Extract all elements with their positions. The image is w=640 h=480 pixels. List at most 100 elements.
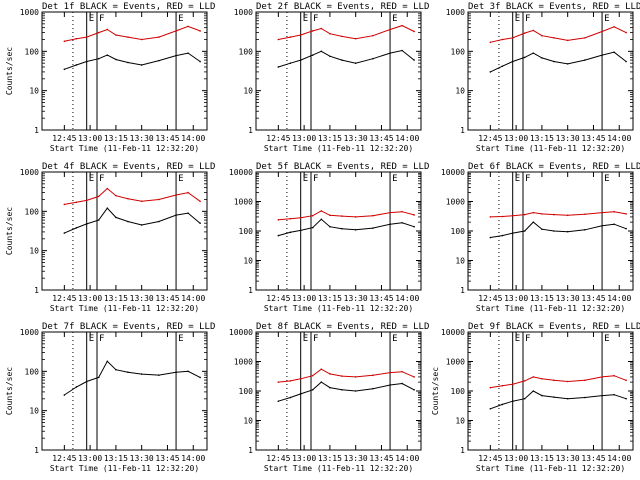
y-tick-label: 100 [239, 227, 254, 236]
data-point [601, 211, 603, 214]
x-tick-label: 13:30 [344, 454, 368, 463]
data-point [372, 387, 374, 390]
x-tick-label: 12:45 [52, 134, 76, 143]
data-point [158, 198, 160, 201]
data-point [311, 226, 314, 229]
data-point [625, 213, 627, 215]
data-point [401, 24, 403, 27]
plot-frame [467, 171, 634, 291]
data-point [277, 234, 280, 237]
data-point [140, 200, 143, 203]
event-marker-label: F [99, 334, 104, 344]
data-point [63, 203, 66, 206]
data-point [175, 214, 177, 216]
event-marker-label: E [392, 14, 397, 24]
x-tick-label: 14:00 [395, 294, 419, 303]
data-point [511, 232, 514, 234]
data-point [613, 51, 615, 54]
x-axis-label: Start Time (11-Feb-11 12:32:20) [50, 144, 199, 153]
lld-series-line [64, 25, 201, 42]
event-marker-label: E [178, 334, 183, 344]
data-point [199, 376, 201, 379]
x-tick-label: 13:15 [530, 294, 554, 303]
data-point [401, 382, 403, 385]
data-point [354, 390, 357, 392]
data-point [489, 216, 492, 218]
data-point [625, 31, 627, 34]
data-point [329, 373, 331, 375]
data-point [299, 217, 302, 219]
data-point [354, 376, 357, 378]
data-point [372, 227, 374, 229]
event-marker-label: E [89, 334, 94, 344]
x-tick-label: 12:45 [266, 294, 290, 303]
x-tick-label: 12:45 [52, 294, 76, 303]
data-point [187, 212, 189, 214]
data-point [389, 384, 391, 386]
data-point [289, 36, 292, 38]
data-point [289, 396, 292, 399]
data-point [566, 63, 569, 65]
data-point [127, 61, 129, 64]
data-point [532, 211, 535, 214]
x-tick-label: 12:45 [266, 454, 290, 463]
y-tick-label: 1 [34, 126, 39, 135]
x-tick-label: 14:00 [181, 454, 205, 463]
data-point [175, 30, 177, 32]
data-point [63, 232, 66, 234]
data-point [413, 30, 415, 33]
lld-series-line [64, 187, 201, 205]
x-tick-label: 13:15 [318, 454, 342, 463]
data-point [277, 218, 280, 221]
events-series-line [490, 390, 627, 410]
event-marker-label: E [604, 174, 609, 184]
data-point [75, 386, 78, 388]
data-point [389, 52, 391, 54]
lld-series-line [278, 210, 415, 221]
data-point [613, 393, 615, 396]
y-tick-label: 1000 [446, 358, 465, 367]
event-marker-label: E [604, 14, 609, 24]
y-tick-label: 10 [455, 87, 465, 96]
data-point [553, 37, 555, 39]
data-point [320, 218, 323, 221]
plot-title: Det 3f BLACK = Events, RED = LLD [468, 2, 640, 12]
x-tick-label: 13:45 [155, 294, 179, 303]
data-point [541, 213, 543, 215]
data-point [158, 220, 160, 223]
y-tick-label: 100 [25, 47, 40, 56]
events-series-line [278, 49, 415, 68]
data-point [97, 57, 100, 60]
x-tick-label: 13:30 [344, 134, 368, 143]
event-marker-label: F [525, 334, 530, 344]
event-marker-label: E [392, 334, 397, 344]
x-axis-label: Start Time (11-Feb-11 12:32:20) [50, 464, 199, 473]
event-marker-label: E [178, 14, 183, 24]
data-point [584, 379, 586, 382]
data-point [311, 214, 314, 217]
x-tick-label: 13:00 [292, 294, 316, 303]
x-axis-label: Start Time (11-Feb-11 12:32:20) [264, 464, 413, 473]
data-point [401, 221, 403, 224]
x-axis-label: Start Time (11-Feb-11 12:32:20) [50, 304, 199, 313]
data-point [127, 197, 129, 200]
x-tick-label: 13:30 [344, 294, 368, 303]
y-tick-label: 10000 [441, 168, 465, 177]
x-tick-label: 13:15 [530, 134, 554, 143]
data-point [389, 223, 391, 226]
data-point [613, 26, 615, 28]
data-point [584, 59, 586, 61]
y-tick-label: 100 [239, 47, 254, 56]
data-point [299, 59, 302, 61]
x-tick-label: 14:00 [395, 454, 419, 463]
plot-title: Det 9f BLACK = Events, RED = LLD [468, 322, 640, 332]
data-point [413, 376, 415, 378]
y-tick-label: 10 [243, 87, 253, 96]
data-point [613, 374, 615, 377]
y-tick-label: 100 [239, 387, 254, 396]
x-tick-label: 13:00 [504, 294, 528, 303]
data-point [115, 34, 117, 36]
data-point [501, 385, 504, 387]
y-tick-label: 10 [243, 417, 253, 426]
data-point [341, 35, 343, 38]
